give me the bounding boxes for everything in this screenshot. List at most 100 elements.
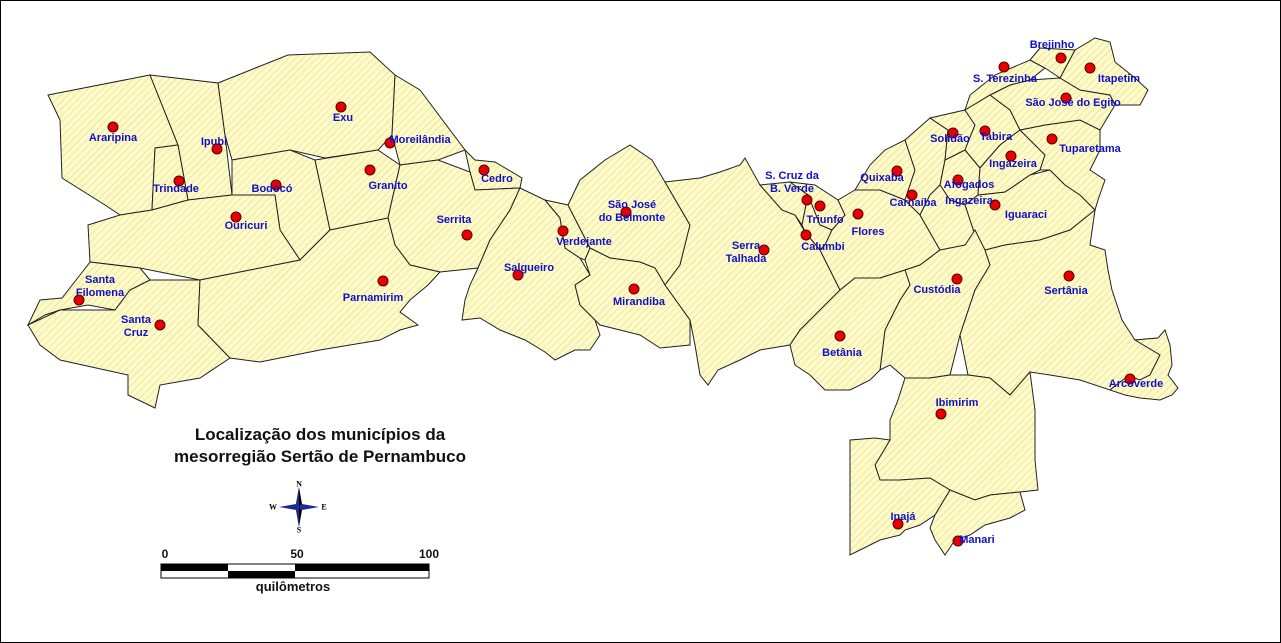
label-serra-talhada: Serra Talhada: [725, 240, 767, 265]
municipal-seat-marker: [335, 101, 347, 113]
compass-north-label: N: [296, 479, 302, 489]
municipal-seat-marker: [1060, 92, 1072, 104]
label-solidao: Solidão: [930, 133, 970, 145]
compass-east-label: E: [321, 502, 327, 512]
municipal-seat-marker: [814, 200, 826, 212]
municipality-exu: [217, 51, 396, 161]
label-tabira: Tabira: [979, 131, 1013, 143]
municipality-santa-cruz: [27, 279, 231, 409]
municipal-seat-marker: [834, 330, 846, 342]
municipal-seat-marker: [270, 179, 282, 191]
label-arcoverde: Arcoverde: [1108, 378, 1164, 390]
scale-tick-label: 50: [290, 547, 304, 561]
municipality-betania: [789, 269, 911, 391]
label-tuparetama: Tuparetama: [1059, 143, 1121, 155]
compass-south-label: S: [296, 525, 302, 535]
label-flores: Flores: [851, 226, 885, 238]
label-santa-filomena: Santa Filomena: [75, 274, 125, 299]
municipal-seat-marker: [989, 199, 1001, 211]
label-calumbi: Calumbi: [801, 241, 845, 253]
municipality-mirandiba: [574, 247, 691, 349]
municipal-seat-markers: [73, 52, 1136, 547]
label-sao-jose-egito: São José do Egito: [1025, 97, 1121, 109]
municipal-seat-marker: [364, 164, 376, 176]
municipal-seat-marker: [998, 61, 1010, 73]
municipal-seat-marker: [801, 194, 813, 206]
map-title-line1: Localização dos municípios da: [194, 425, 446, 444]
label-granito: Granito: [368, 180, 408, 192]
municipality-itapetim: [1059, 37, 1149, 106]
map-title: Localização dos municípios da mesorregiã…: [140, 424, 500, 468]
scale-bar: [160, 563, 430, 579]
municipal-seat-marker: [478, 164, 490, 176]
label-exu: Exu: [332, 112, 354, 124]
label-bodoco: Bodocó: [251, 183, 293, 195]
label-sao-jose-belmonte: São José do Belmonte: [598, 199, 666, 224]
municipal-seat-marker: [852, 208, 864, 220]
scale-segment: [161, 564, 228, 571]
municipal-seat-marker: [1055, 52, 1067, 64]
label-verdejante: Verdejante: [556, 236, 612, 248]
municipal-seat-marker: [935, 408, 947, 420]
map-title-line2: mesorregião Sertão de Pernambuco: [174, 447, 466, 466]
municipal-seat-marker: [892, 518, 904, 530]
municipal-seat-marker: [107, 121, 119, 133]
compass-rose-icon: [279, 487, 319, 527]
municipal-seat-marker: [628, 283, 640, 295]
scale-units-label: quilômetros: [255, 579, 331, 594]
label-triunfo: Triunfo: [806, 214, 844, 226]
compass-west-label: W: [269, 502, 277, 512]
label-ipubi: Ipubi: [200, 136, 228, 148]
municipal-seat-marker: [906, 189, 918, 201]
municipal-seat-marker: [891, 165, 903, 177]
label-trindade: Trindade: [153, 183, 199, 195]
label-inaja: Inajá: [890, 511, 916, 523]
label-carnaiba: Carnaíba: [889, 197, 937, 209]
label-ouricuri: Ouricuri: [224, 220, 268, 232]
scale-segment: [295, 564, 429, 571]
municipal-seat-marker: [951, 273, 963, 285]
municipal-seat-marker: [173, 175, 185, 187]
municipal-seat-marker: [1005, 150, 1017, 162]
label-s-terezinha: S. Terezinha: [973, 73, 1037, 85]
scale-tick-label: 0: [161, 547, 169, 561]
municipal-seat-marker: [1063, 270, 1075, 282]
municipal-seat-marker: [1084, 62, 1096, 74]
label-araripina: Araripina: [88, 132, 138, 144]
label-ingazeira: Ingazeira: [989, 158, 1037, 170]
municipal-seat-marker: [947, 127, 959, 139]
municipal-seat-marker: [512, 269, 524, 281]
municipal-seat-marker: [979, 125, 991, 137]
label-mirandiba: Mirandiba: [613, 296, 665, 308]
label-ibimirim: Ibimirim: [935, 397, 979, 409]
municipal-seat-marker: [1124, 373, 1136, 385]
label-cedro: Cedro: [481, 173, 513, 185]
municipal-seat-marker: [620, 206, 632, 218]
municipality-parnamirim: [197, 217, 441, 363]
label-brejinho: Brejinho: [1029, 39, 1075, 51]
label-iguaraci: Iguaraci: [1004, 209, 1048, 221]
municipal-seat-marker: [557, 225, 569, 237]
municipality-moreilandia: [391, 74, 466, 166]
municipal-seat-marker: [800, 229, 812, 241]
municipal-seat-marker: [154, 319, 166, 331]
municipal-seat-marker: [384, 137, 396, 149]
municipal-seat-marker: [211, 143, 223, 155]
label-ingazeira-afogados: Ingazeira: [945, 195, 993, 207]
municipal-seat-marker: [377, 275, 389, 287]
municipal-seat-marker: [230, 211, 242, 223]
label-quixaba: Quixaba: [860, 172, 904, 184]
label-sertania: Sertânia: [1044, 285, 1088, 297]
label-parnamirim: Parnamirim: [342, 292, 404, 304]
label-manari: Manari: [959, 534, 995, 546]
scale-tick-label: 100: [418, 547, 440, 561]
municipal-seat-marker: [952, 174, 964, 186]
label-serrita: Serrita: [436, 214, 472, 226]
label-santa-cruz: Santa Cruz: [121, 314, 151, 339]
label-salgueiro: Salgueiro: [503, 262, 555, 274]
scale-segment: [228, 571, 295, 578]
municipal-seat-marker: [952, 535, 964, 547]
municipal-seat-marker: [73, 294, 85, 306]
label-santa-cruz-bv: S. Cruz da B. Verde: [765, 170, 819, 195]
